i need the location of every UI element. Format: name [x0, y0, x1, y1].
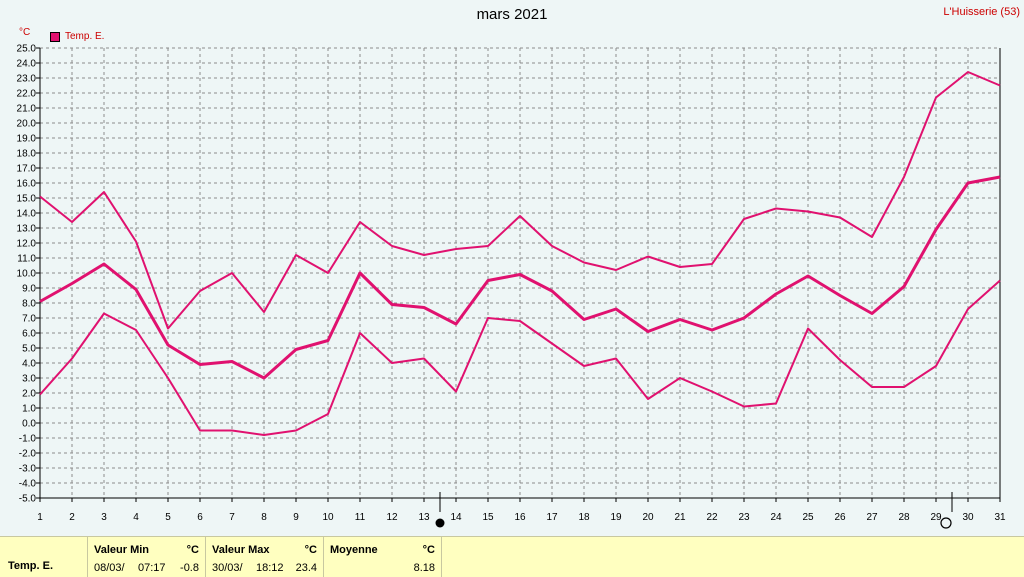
new-moon-icon [435, 518, 445, 528]
y-tick-label: 11.0 [17, 254, 36, 265]
legend-label: Temp. E. [65, 31, 105, 42]
y-tick-label: 4.0 [22, 359, 36, 370]
stats-min-header: Valeur Min [94, 544, 150, 556]
y-tick-label: -1.0 [19, 434, 37, 445]
x-tick-label: 30 [962, 512, 974, 523]
stats-min-time: 07:17 [138, 562, 166, 574]
y-tick-label: -4.0 [19, 479, 37, 490]
x-tick-label: 10 [322, 512, 334, 523]
x-tick-label: 1 [37, 512, 43, 523]
y-tick-label: 6.0 [22, 329, 36, 340]
stats-mean-value: 8.18 [413, 562, 435, 574]
x-tick-label: 3 [101, 512, 107, 523]
y-tick-label: 19.0 [17, 134, 37, 145]
x-tick-label: 13 [418, 512, 430, 523]
y-tick-label: 5.0 [22, 344, 36, 355]
x-tick-label: 27 [866, 512, 878, 523]
x-tick-label: 11 [355, 512, 366, 523]
stats-mean-header: Moyenne [330, 544, 378, 556]
x-tick-label: 22 [706, 512, 718, 523]
y-tick-label: -5.0 [19, 494, 37, 505]
series-line-max [39, 71, 1001, 330]
x-tick-label: 17 [546, 512, 558, 523]
x-tick-label: 9 [293, 512, 299, 523]
x-tick-label: 12 [386, 512, 398, 523]
x-tick-label: 26 [834, 512, 846, 523]
x-tick-label: 5 [165, 512, 171, 523]
stats-row-label: Temp. E. [8, 560, 54, 572]
stats-max-header: Valeur Max [212, 544, 270, 556]
y-tick-label: 23.0 [17, 74, 37, 85]
x-tick-label: 14 [450, 512, 462, 523]
x-tick-label: 2 [69, 512, 75, 523]
stats-mean-cell: Moyenne °C 8.18 [324, 537, 442, 577]
x-tick-label: 28 [898, 512, 910, 523]
series-line-mean [39, 175, 1001, 380]
y-tick-label: -2.0 [19, 449, 37, 460]
x-tick-label: 20 [642, 512, 654, 523]
x-tick-label: 25 [802, 512, 814, 523]
x-tick-label: 4 [133, 512, 139, 523]
x-tick-label: 16 [514, 512, 526, 523]
stats-row-label-cell: Temp. E. [0, 537, 88, 577]
y-tick-label: 1.0 [22, 404, 36, 415]
stats-max-time: 18:12 [256, 562, 284, 574]
y-tick-label: 2.0 [22, 389, 36, 400]
y-tick-label: 8.0 [22, 299, 36, 310]
y-tick-label: 12.0 [17, 239, 37, 250]
y-tick-label: 18.0 [17, 149, 37, 160]
y-tick-label: 24.0 [17, 59, 37, 70]
y-axis-unit: °C [19, 27, 31, 38]
stats-max-date: 30/03/ [212, 562, 243, 574]
series-line-min [39, 279, 1001, 436]
legend-swatch [50, 31, 60, 42]
y-tick-label: 9.0 [22, 284, 36, 295]
chart-title: mars 2021 [476, 6, 548, 23]
stats-min-date: 08/03/ [94, 562, 125, 574]
y-tick-label: 17.0 [17, 164, 37, 175]
station-name: L'Huisserie (53) [943, 6, 1020, 18]
x-tick-label: 31 [994, 512, 1006, 523]
y-tick-label: 21.0 [17, 104, 37, 115]
x-tick-label: 7 [229, 512, 235, 523]
x-tick-label: 18 [578, 512, 590, 523]
x-tick-label: 8 [261, 512, 267, 523]
y-tick-label: 7.0 [22, 314, 36, 325]
y-tick-label: 15.0 [17, 194, 37, 205]
x-tick-label: 19 [610, 512, 622, 523]
x-tick-label: 29 [930, 512, 942, 523]
legend: Temp. E. [50, 31, 104, 42]
x-tick-label: 6 [197, 512, 203, 523]
stats-mean-unit: °C [422, 544, 435, 556]
y-tick-label: 13.0 [17, 224, 37, 235]
stats-max-cell: Valeur Max °C 30/03/ 18:12 23.4 [206, 537, 324, 577]
full-moon-icon [940, 517, 952, 529]
stats-min-value: -0.8 [180, 562, 199, 574]
x-tick-label: 21 [674, 512, 686, 523]
x-tick-label: 23 [738, 512, 750, 523]
stats-min-unit: °C [186, 544, 199, 556]
y-tick-label: 10.0 [17, 269, 37, 280]
y-tick-label: 16.0 [17, 179, 37, 190]
y-tick-label: 22.0 [17, 89, 37, 100]
y-tick-label: 20.0 [17, 119, 37, 130]
y-tick-label: 25.0 [17, 44, 37, 55]
stats-max-unit: °C [304, 544, 317, 556]
temperature-chart: -5.0 -4.0 -3.0 -2.0 -1.0 0.0 1.0 2.0 3.0 4.0 5.0 6.… [17, 44, 1006, 529]
stats-min-cell: Valeur Min °C 08/03/ 07:17 -0.8 [88, 537, 206, 577]
x-tick-label: 24 [770, 512, 782, 523]
y-tick-label: 3.0 [22, 374, 36, 385]
x-tick-label: 15 [482, 512, 494, 523]
y-tick-label: 14.0 [17, 209, 37, 220]
y-tick-label: -3.0 [19, 464, 37, 475]
y-tick-label: 0.0 [22, 419, 36, 430]
stats-max-value: 23.4 [295, 562, 317, 574]
stats-panel: Temp. E. Valeur Min °C 08/03/ 07:17 -0.8… [0, 536, 1024, 577]
